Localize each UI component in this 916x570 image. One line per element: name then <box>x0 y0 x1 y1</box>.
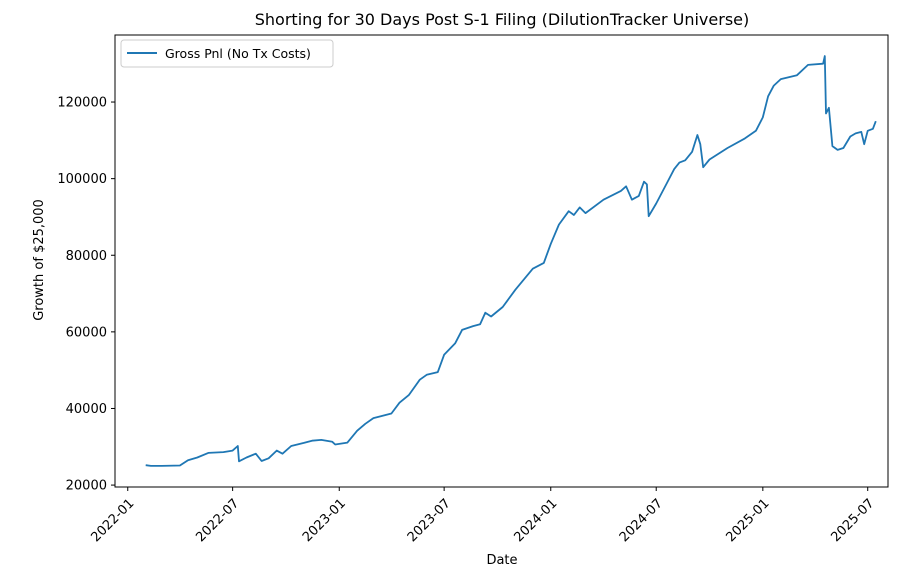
y-tick-label: 80000 <box>66 249 107 264</box>
x-tick-label: 2025-01 <box>724 496 773 545</box>
x-tick-label: 2024-01 <box>511 496 560 545</box>
x-tick-label: 2024-07 <box>617 496 666 545</box>
x-tick-label: 2022-01 <box>88 496 137 545</box>
y-tick-label: 20000 <box>66 479 107 494</box>
legend: Gross Pnl (No Tx Costs) <box>120 39 334 68</box>
y-tick-label: 40000 <box>66 402 107 417</box>
x-tick-label: 2023-07 <box>405 496 454 545</box>
chart-title: Shorting for 30 Days Post S-1 Filing (Di… <box>255 10 749 29</box>
x-tick-label: 2025-07 <box>828 496 877 545</box>
series-line <box>145 55 877 467</box>
y-tick-label: 100000 <box>57 172 107 187</box>
legend-label: Gross Pnl (No Tx Costs) <box>165 46 311 61</box>
y-axis-label: Growth of $25,000 <box>32 199 47 321</box>
series-layer <box>145 55 877 467</box>
legend-box <box>120 39 334 68</box>
x-axis-label: Date <box>486 553 517 568</box>
axis-ticks: 20000 40000 60000 80000 100000 120000 2022-01 2… <box>57 96 877 546</box>
x-tick-label: 2022-07 <box>193 496 242 545</box>
plot-frame <box>114 34 889 488</box>
x-tick-label: 2023-01 <box>300 496 349 545</box>
y-tick-label: 60000 <box>66 325 107 340</box>
y-tick-label: 120000 <box>57 96 107 111</box>
